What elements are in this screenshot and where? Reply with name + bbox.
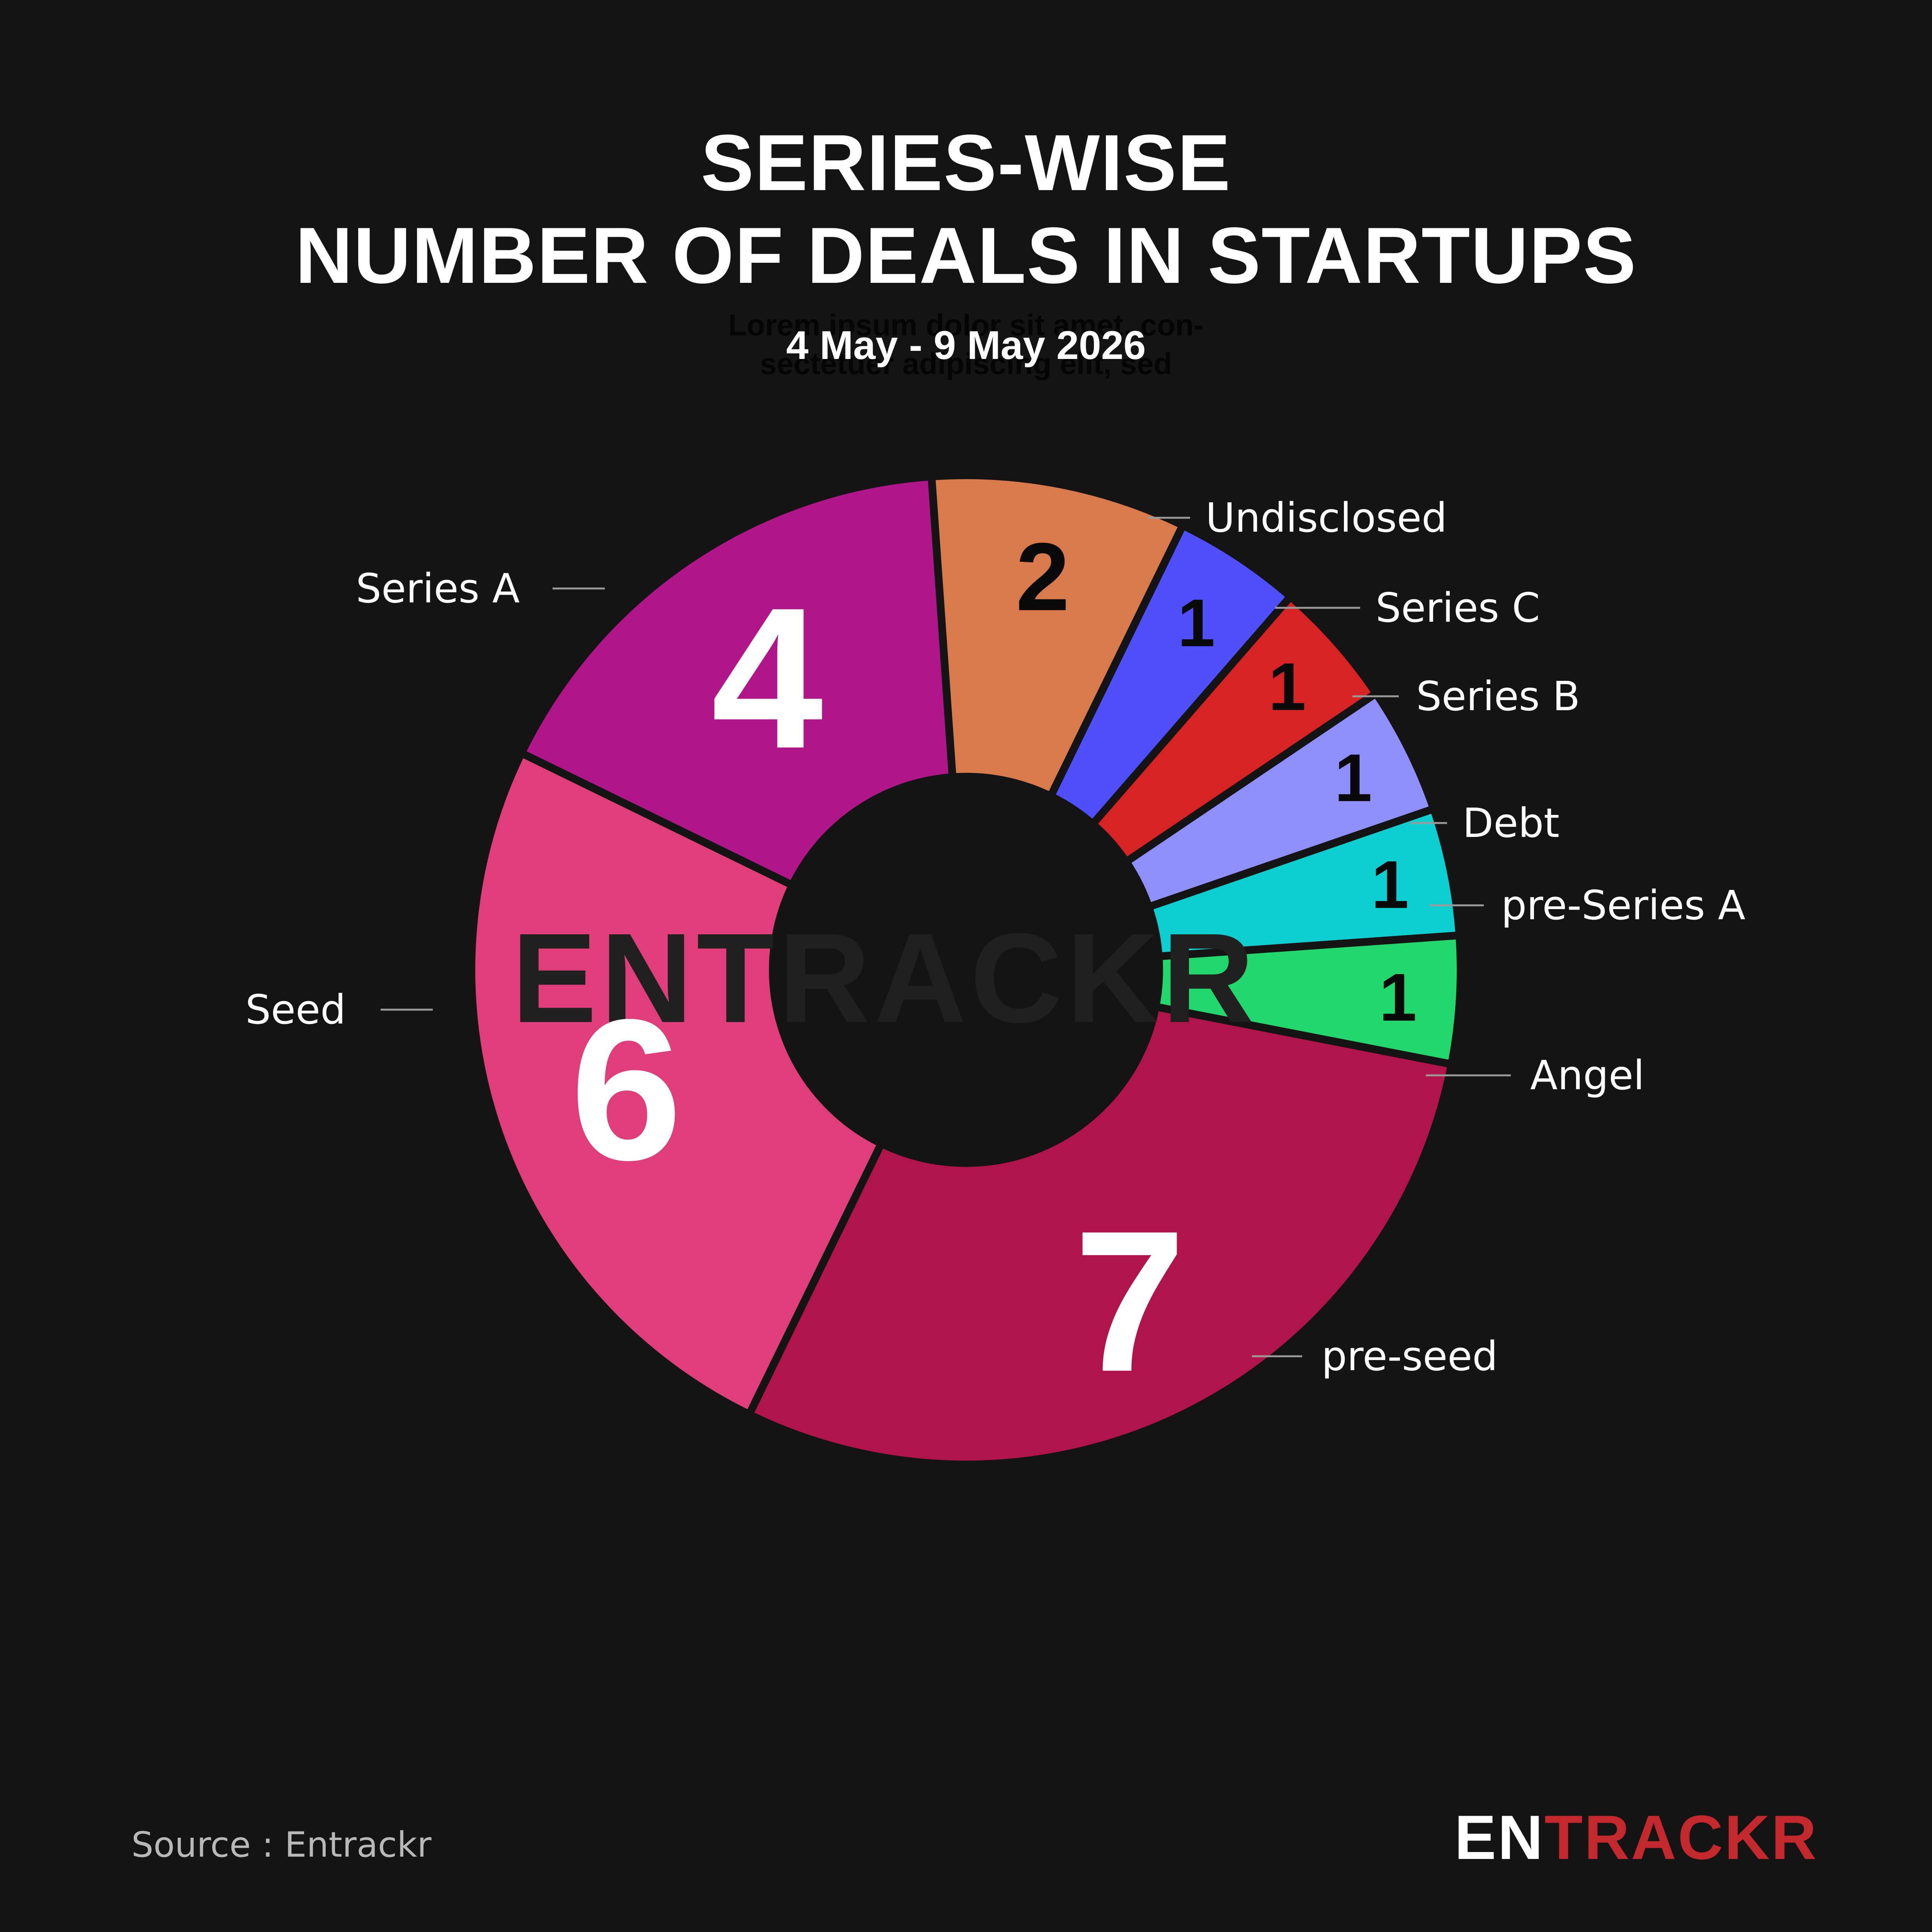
background-text-line-1: Lorem ipsum dolor sit amet, con- (728, 308, 1204, 342)
slice-series-a (517, 473, 957, 889)
category-label-series-a: Series A (356, 565, 520, 612)
value-label-series-c: 1 (1177, 585, 1215, 661)
watermark-text: ENTRACKR (512, 906, 1258, 1049)
category-label-pre-seed: pre-seed (1321, 1333, 1498, 1380)
category-label-angel: Angel (1530, 1052, 1645, 1099)
slice-seed (468, 749, 885, 1418)
leader-lines-group (381, 517, 1511, 1357)
category-label-pre-series-a: pre-Series A (1501, 882, 1745, 929)
slice-undisclosed (927, 471, 1187, 800)
slices-group (468, 471, 1464, 1468)
category-labels-group: Undisclosed Series C Series B Debt pre-Serie… (245, 494, 1745, 1380)
value-label-series-a: 4 (711, 566, 825, 790)
logo-part-en: EN (1454, 1803, 1545, 1872)
logo-part-trackr: TRACKR (1544, 1803, 1818, 1872)
category-label-undisclosed: Undisclosed (1206, 494, 1447, 541)
chart-title-line-2: NUMBER OF DEALS IN STARTUPS (295, 211, 1637, 300)
source-note: Source : Entrackr (131, 1825, 432, 1865)
background-text-line-2: sectetuer adipiscing elit, sed (760, 347, 1172, 381)
category-label-debt: Debt (1463, 799, 1560, 847)
value-label-undisclosed: 2 (1016, 523, 1070, 631)
value-label-debt: 1 (1335, 740, 1372, 816)
value-label-seed: 6 (570, 978, 682, 1202)
value-label-angel: 1 (1379, 960, 1417, 1035)
value-label-pre-seed: 7 (1074, 1189, 1185, 1413)
brand-logo: ENTRACKR (1454, 1806, 1818, 1869)
category-label-series-c: Series C (1376, 584, 1540, 631)
category-label-seed: Seed (245, 986, 346, 1033)
value-label-pre-series-a: 1 (1371, 847, 1409, 923)
chart-title-line-1: SERIES-WISE (701, 118, 1231, 207)
value-label-series-b: 1 (1269, 649, 1306, 724)
slice-pre-seed (745, 1003, 1456, 1468)
category-label-series-b: Series B (1416, 673, 1580, 720)
chart-subtitle: 4 May - 9 May 2026 (786, 323, 1146, 368)
